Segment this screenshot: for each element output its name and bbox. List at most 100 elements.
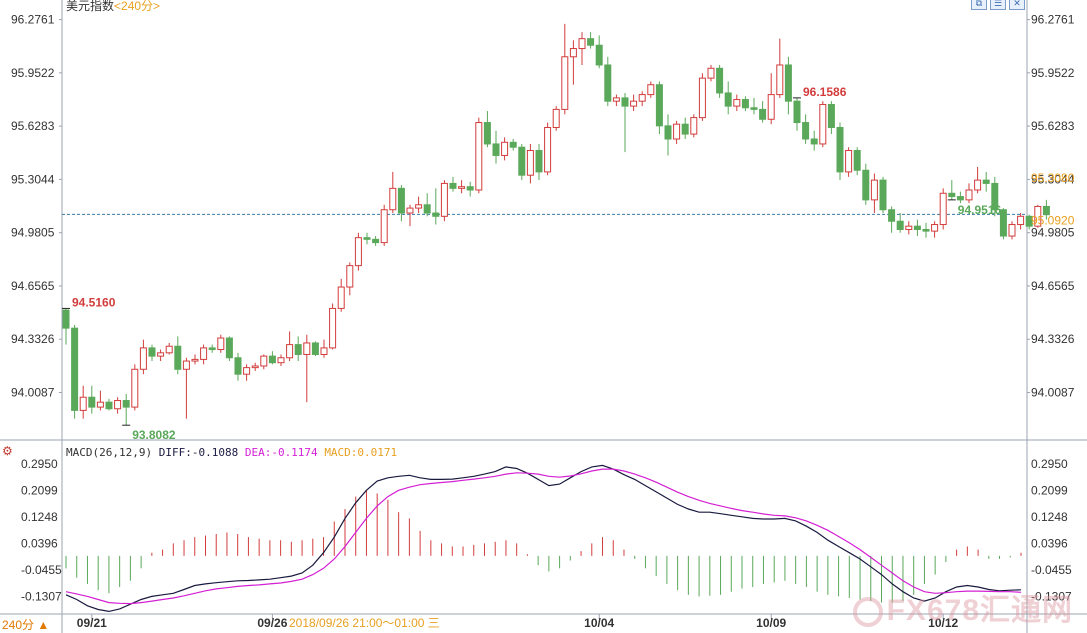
candle-up	[200, 347, 208, 360]
candle-up	[707, 67, 715, 79]
period-selector[interactable]: 240分 ▲	[2, 618, 50, 632]
candle-down	[432, 212, 440, 217]
candle-up	[389, 187, 397, 211]
price-tick-label-left: 94.9805	[11, 226, 55, 240]
candle-up	[819, 103, 827, 145]
candle-up	[329, 307, 337, 349]
candle-up	[931, 224, 939, 232]
list-icon[interactable]: ☰	[990, 0, 1006, 10]
candle-up	[673, 123, 681, 140]
candle-down	[862, 169, 870, 201]
gear-icon[interactable]: ⚙	[2, 444, 13, 458]
time-tick-label: 10/12	[928, 616, 958, 630]
candle-up	[415, 204, 423, 209]
candle-up	[303, 342, 311, 355]
candle-down	[793, 100, 801, 124]
candle-down	[982, 179, 990, 184]
candle-up	[251, 365, 259, 369]
candle-up	[114, 400, 122, 410]
macd-legend: MACD(26,12,9) DIFF:-0.1088 DEA:-0.1174 M…	[66, 446, 397, 459]
price-tick-label-right: 94.0087	[1031, 386, 1075, 400]
candle-up	[870, 179, 878, 201]
candle-up	[690, 117, 698, 135]
candle-down	[587, 38, 595, 46]
candle-down	[294, 344, 302, 355]
candle-up	[733, 99, 741, 107]
candle-down	[225, 337, 233, 359]
price-tick-label-left: 95.6283	[11, 119, 55, 133]
macd-tick-label-left: -0.0455	[21, 563, 62, 577]
candle-down	[449, 182, 457, 189]
candle-up	[1008, 224, 1016, 237]
candle-down	[595, 44, 603, 66]
candle-down	[363, 237, 371, 240]
candle-down	[999, 209, 1007, 237]
candle-up	[165, 345, 173, 354]
macd-tick-label-left: -0.1307	[21, 590, 62, 604]
candle-up	[79, 396, 87, 411]
watermark-logo: FX678汇通网	[852, 585, 1073, 629]
macd-tick-label-right: 0.2950	[1031, 457, 1068, 471]
candle-down	[750, 107, 758, 110]
macd-dea-line	[65, 468, 1022, 605]
candle-up	[286, 344, 294, 359]
price-tick-label-right: 94.3326	[1031, 332, 1075, 346]
price-tick-label-left: 95.9522	[11, 66, 55, 80]
candle-up	[182, 360, 190, 370]
low-price-label: 93.8082	[132, 428, 176, 442]
candle-down	[62, 309, 70, 329]
close-icon[interactable]: ✕	[1009, 0, 1025, 10]
candle-down	[741, 99, 749, 109]
candle-up	[544, 126, 552, 173]
candle-up	[260, 355, 268, 367]
candle-down	[397, 187, 405, 214]
price-tick-label-right: 94.9805	[1031, 226, 1075, 240]
candle-down	[604, 64, 612, 102]
last-close-label: 95.3080	[1031, 171, 1075, 185]
restore-icon[interactable]: ⧉	[971, 0, 987, 10]
candle-down	[991, 182, 999, 211]
watermark-logo-icon	[852, 597, 883, 628]
price-tick-label-left: 96.2761	[11, 13, 55, 27]
candle-up	[569, 48, 577, 58]
candle-down	[122, 400, 130, 408]
price-tick-label-left: 94.0087	[11, 386, 55, 400]
high-price-label: 96.1586	[803, 85, 847, 99]
candle-up	[612, 97, 620, 102]
candle-up	[243, 367, 251, 375]
macd-diff-line	[65, 464, 1022, 613]
macd-tick-label-right: -0.0455	[1031, 563, 1072, 577]
candle-down	[621, 97, 629, 107]
price-tick-label-left: 94.3326	[11, 332, 55, 346]
candle-down	[784, 64, 792, 102]
chart-period[interactable]: <240分>	[114, 0, 161, 13]
candle-up	[845, 150, 853, 173]
candle-down	[802, 122, 810, 140]
candle-down	[810, 138, 818, 145]
candle-up	[191, 358, 199, 362]
macd-tick-label-right: 0.1248	[1031, 510, 1068, 524]
candle-down	[853, 150, 861, 171]
candle-down	[148, 347, 156, 357]
candle-down	[1042, 205, 1050, 216]
candle-up	[965, 189, 973, 201]
axis-layer: 96.2761 96.2761 95.9522 95.9522 95.6283 95.62…	[11, 13, 1075, 630]
time-tick-label: 10/04	[584, 616, 614, 630]
candle-up	[458, 186, 466, 189]
candle-down	[492, 143, 500, 156]
candle-up	[552, 108, 560, 128]
macd-chart-layer	[65, 464, 1022, 613]
price-tick-label-right: 95.9522	[1031, 66, 1075, 80]
current-price-label: 95.0920	[1031, 213, 1075, 227]
candle-down	[105, 401, 113, 410]
price-tick-label-right: 95.6283	[1031, 119, 1075, 133]
macd-macd-value: MACD:0.0171	[324, 446, 398, 459]
candle-down	[174, 345, 182, 370]
candle-down	[716, 67, 724, 94]
candle-up	[1017, 215, 1025, 226]
candle-up	[131, 368, 139, 408]
candle-down	[956, 196, 964, 201]
